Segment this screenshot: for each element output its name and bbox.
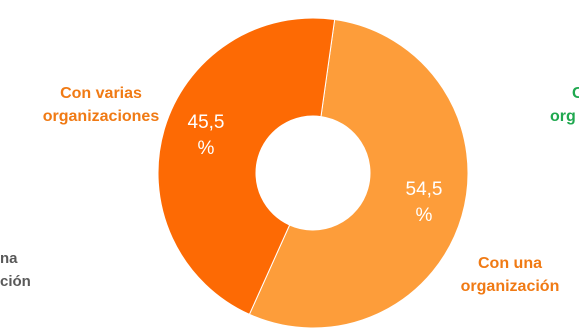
right-cropped-label: C org: [550, 82, 579, 128]
label-una-organizacion: Con una organización: [450, 252, 570, 298]
right-cropped-line2: org: [550, 108, 576, 125]
data-label-varias-unit: %: [197, 138, 215, 159]
right-cropped-line1: C: [572, 85, 579, 102]
data-label-varias: 45,5 %: [176, 110, 236, 162]
label-varias-line1: Con varias: [60, 85, 142, 102]
left-cropped-line1: na: [0, 250, 18, 267]
label-varias-organizaciones: Con varias organizaciones: [32, 82, 170, 128]
data-label-varias-value: 45,5: [187, 112, 225, 133]
data-label-una-value: 54,5: [405, 179, 443, 200]
label-varias-line2: organizaciones: [42, 108, 160, 125]
left-cropped-label: na ción: [0, 247, 48, 293]
data-label-una-unit: %: [415, 205, 433, 226]
donut-slice-una: [248, 18, 469, 328]
label-una-line1: Con una: [478, 255, 542, 272]
data-label-una: 54,5 %: [394, 177, 454, 229]
left-cropped-line2: ción: [0, 273, 31, 290]
label-una-line2: organización: [460, 278, 560, 295]
donut-slice-varias: [157, 17, 336, 316]
